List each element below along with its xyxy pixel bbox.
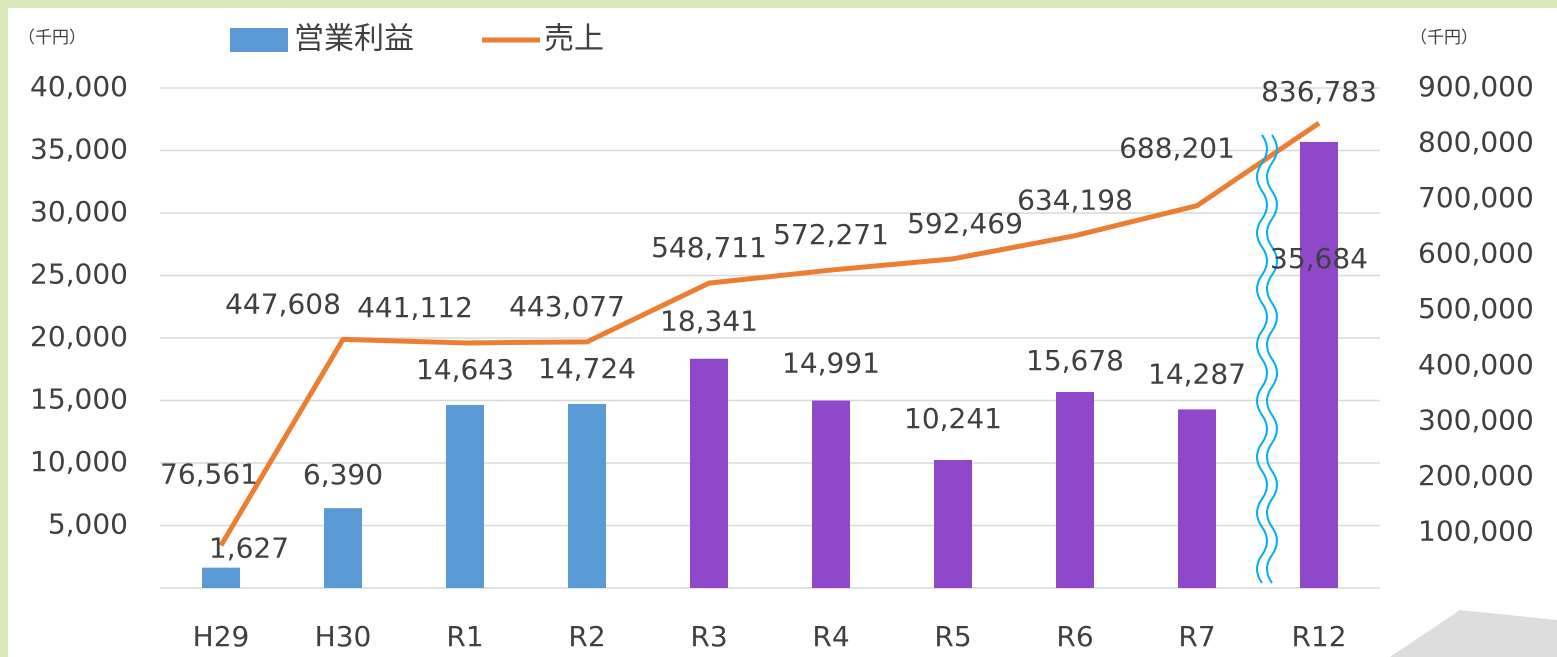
x-tick-label: R12	[1291, 620, 1346, 653]
axis-break	[1256, 134, 1268, 584]
data-label: 688,201	[1119, 132, 1235, 165]
x-tick-label: R1	[446, 620, 483, 653]
x-tick-label: R7	[1178, 620, 1215, 653]
y2-tick-label: 900,000	[1418, 70, 1534, 103]
y2-tick-label: 300,000	[1418, 403, 1534, 436]
bar	[202, 567, 240, 588]
x-tick-label: R3	[690, 620, 727, 653]
chart-area	[8, 8, 1557, 657]
legend-label: 営業利益	[294, 22, 414, 57]
data-label: 14,643	[416, 353, 514, 386]
bar	[568, 403, 606, 588]
y-tick-label: 40,000	[30, 70, 128, 103]
x-tick-label: R5	[934, 620, 971, 653]
y2-tick-label: 800,000	[1418, 126, 1534, 159]
y2-tick-label: 400,000	[1418, 348, 1534, 381]
axis-break	[1266, 134, 1278, 584]
bar	[1300, 141, 1338, 588]
y-tick-label: 15,000	[30, 383, 128, 416]
data-label: 592,469	[907, 207, 1023, 240]
data-label: 634,198	[1017, 184, 1133, 217]
data-label: 443,077	[509, 290, 625, 323]
bar	[446, 404, 484, 588]
data-label: 6,390	[303, 458, 383, 491]
y-tick-label: 20,000	[30, 320, 128, 353]
x-tick-label: H29	[193, 620, 250, 653]
bar	[1178, 409, 1216, 588]
data-label: 572,271	[773, 218, 889, 251]
bar	[1056, 392, 1094, 588]
data-label: 10,241	[904, 402, 1002, 435]
y2-tick-label: 200,000	[1418, 459, 1534, 492]
data-label: 76,561	[160, 457, 258, 490]
data-label: 14,991	[782, 347, 880, 380]
line	[218, 121, 1321, 547]
y-tick-label: 30,000	[30, 195, 128, 228]
bar	[812, 400, 850, 588]
bar	[690, 358, 728, 588]
data-label: 836,783	[1261, 75, 1377, 108]
legend-swatch	[230, 28, 288, 52]
data-label: 18,341	[660, 305, 758, 338]
y-tick-label: 35,000	[30, 133, 128, 166]
data-label: 15,678	[1026, 344, 1124, 377]
data-label: 441,112	[357, 291, 473, 324]
y-tick-label: 5,000	[48, 508, 128, 541]
y2-unit: （千円）	[1410, 28, 1478, 48]
y2-tick-label: 100,000	[1418, 514, 1534, 547]
data-label: 548,711	[651, 231, 767, 264]
legend-label: 売上	[544, 22, 604, 57]
x-tick-label: H30	[315, 620, 372, 653]
y2-tick-label: 600,000	[1418, 237, 1534, 270]
x-tick-label: R4	[812, 620, 849, 653]
y2-tick-label: 500,000	[1418, 292, 1534, 325]
bar	[324, 508, 362, 588]
data-label: 14,724	[538, 352, 636, 385]
x-tick-label: R6	[1056, 620, 1093, 653]
y-unit: （千円）	[18, 28, 86, 48]
y-tick-label: 25,000	[30, 258, 128, 291]
data-label: 1,627	[209, 532, 289, 565]
y-tick-label: 10,000	[30, 445, 128, 478]
bar	[934, 459, 972, 588]
decoration	[1390, 610, 1557, 657]
data-label: 35,684	[1270, 242, 1368, 275]
x-tick-label: R2	[568, 620, 605, 653]
data-label: 447,608	[225, 287, 341, 320]
data-label: 14,287	[1148, 357, 1246, 390]
y2-tick-label: 700,000	[1418, 181, 1534, 214]
